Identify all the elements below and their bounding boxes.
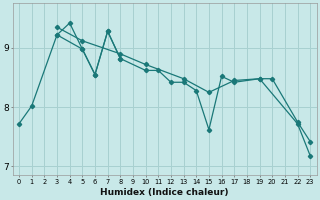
X-axis label: Humidex (Indice chaleur): Humidex (Indice chaleur)	[100, 188, 229, 197]
